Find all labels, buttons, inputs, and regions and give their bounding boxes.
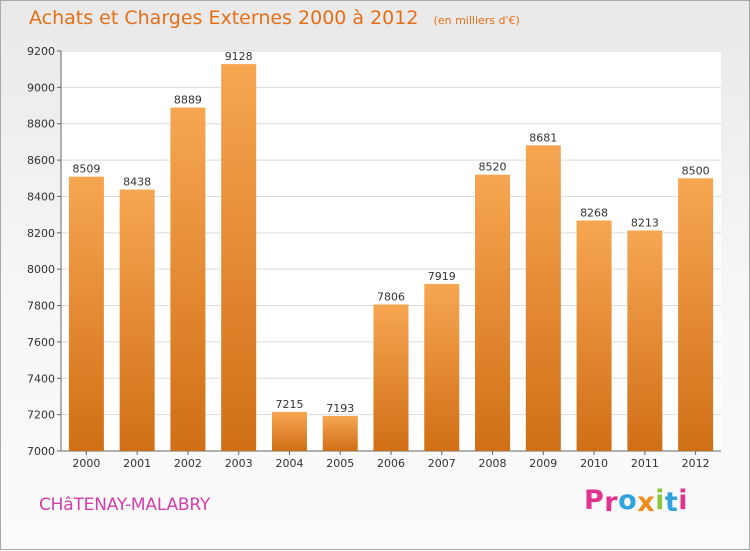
y-tick-label: 8200 [27,227,55,240]
data-label-2007: 7919 [428,270,456,283]
logo-letter: x [637,487,656,518]
bar-2003 [221,64,257,451]
city-name: CHâTENAY-MALABRY [39,495,211,515]
data-label-2012: 8500 [682,164,710,177]
x-tick-label-2002: 2002 [174,457,202,470]
y-tick-label: 8400 [27,190,55,203]
logo-letter: t [664,487,679,518]
bar-2000 [68,176,104,452]
bar-2009 [525,145,561,451]
proxiti-logo: Proxiti [584,485,689,518]
x-tick-label-2004: 2004 [275,457,303,470]
data-label-2010: 8268 [580,206,608,219]
x-tick-label-2008: 2008 [479,457,507,470]
data-label-2001: 8438 [123,176,151,189]
data-label-2004: 7215 [275,398,303,411]
data-label-2006: 7806 [377,290,405,303]
y-tick-label: 7200 [27,409,55,422]
chart-title: Achats et Charges Externes 2000 à 2012 [29,7,419,29]
x-tick-label-2006: 2006 [377,457,405,470]
x-tick-label-2001: 2001 [123,457,151,470]
data-label-2002: 8889 [174,94,202,107]
bar-2004 [271,411,307,451]
y-tick-label: 7000 [27,445,55,458]
x-tick-label-2012: 2012 [682,457,710,470]
data-label-2003: 9128 [225,50,253,63]
data-label-2000: 8509 [72,163,100,176]
y-tick-label: 8000 [27,263,55,276]
x-tick-label-2005: 2005 [326,457,354,470]
y-tick-label: 7800 [27,300,55,313]
x-tick-label-2003: 2003 [225,457,253,470]
data-label-2005: 7193 [326,402,354,415]
bar-2001 [119,189,155,451]
logo-letter: i [678,485,689,516]
x-tick-label-2007: 2007 [428,457,456,470]
y-tick-label: 7400 [27,372,55,385]
bar-2010 [576,220,612,451]
logo-letter: o [618,485,638,516]
x-tick-label-2009: 2009 [529,457,557,470]
bar-2007 [424,283,460,451]
logo-letter: r [604,487,619,518]
logo-letter: i [655,485,665,516]
data-label-2009: 8681 [529,131,557,144]
y-tick-label: 8600 [27,154,55,167]
x-tick-label-2010: 2010 [580,457,608,470]
bar-2006 [373,304,409,451]
bar-2011 [627,230,663,451]
y-tick-label: 8800 [27,118,55,131]
bar-2005 [322,415,358,451]
y-tick-label: 9000 [27,81,55,94]
x-tick-label-2011: 2011 [631,457,659,470]
chart-title-row: Achats et Charges Externes 2000 à 2012 (… [29,7,520,29]
bar-2012 [678,178,714,452]
y-tick-label: 9200 [27,45,55,58]
data-label-2008: 8520 [479,161,507,174]
bar-2002 [170,107,206,451]
chart-unit: (en milliers d'€) [433,14,520,27]
x-tick-label-2000: 2000 [72,457,100,470]
logo-letter: P [584,485,605,516]
bar-2008 [475,174,511,452]
data-label-2011: 8213 [631,216,659,229]
y-tick-label: 7600 [27,336,55,349]
